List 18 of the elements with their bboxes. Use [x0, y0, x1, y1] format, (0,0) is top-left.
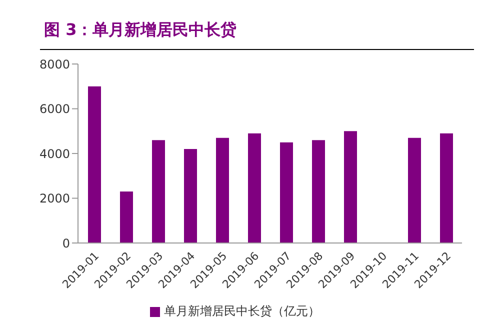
- y-tick-label: 8000: [39, 57, 70, 72]
- bar: [440, 133, 453, 243]
- y-tick-label: 6000: [39, 102, 70, 116]
- bar: [248, 133, 261, 243]
- bar: [88, 86, 101, 243]
- y-tick-label: 0: [62, 236, 70, 250]
- bar: [280, 142, 293, 243]
- bar: [184, 149, 197, 243]
- bar: [120, 192, 133, 243]
- y-tick-label: 4000: [39, 146, 70, 161]
- y-tick-label: 2000: [39, 192, 70, 206]
- bar: [152, 140, 165, 243]
- bar: [312, 140, 325, 243]
- chart-title: 图 3：单月新增居民中长贷: [40, 8, 474, 50]
- bar: [408, 138, 421, 243]
- bar: [344, 131, 357, 243]
- bar: [216, 138, 229, 243]
- legend-label: 单月新增居民中长贷（亿元）: [164, 304, 320, 318]
